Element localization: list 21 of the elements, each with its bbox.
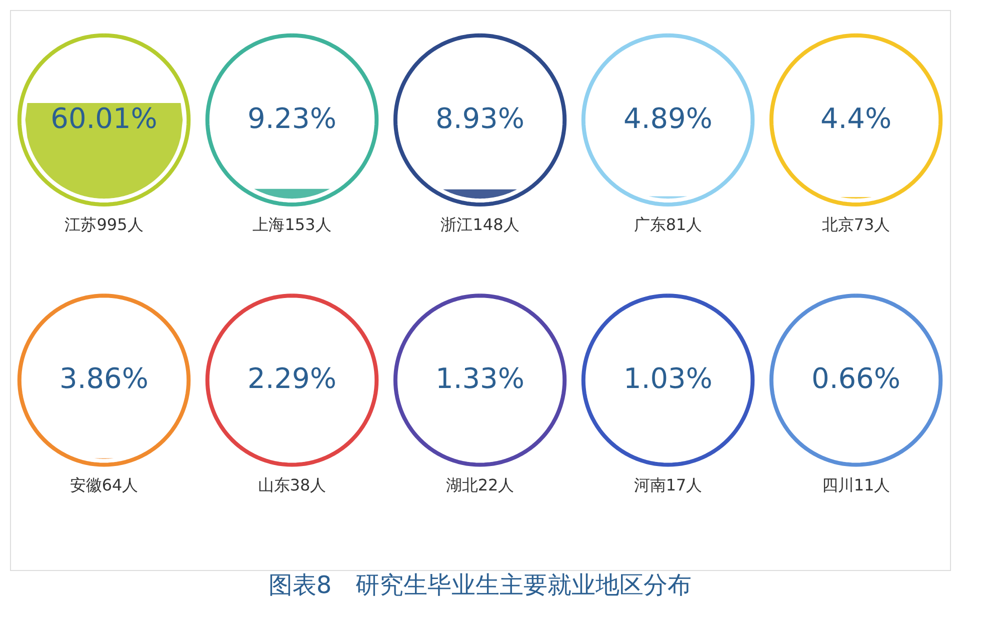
category-label: 江苏995人 <box>64 215 144 234</box>
data-label: 1.03% <box>624 362 712 396</box>
data-label: 0.66% <box>812 362 900 396</box>
data-label: 4.89% <box>624 102 712 135</box>
data-label: 3.86% <box>60 362 148 396</box>
data-label: 8.93% <box>436 102 524 135</box>
category-label: 北京73人 <box>822 215 890 234</box>
category-label: 山东38人 <box>258 475 326 494</box>
data-label: 1.33% <box>436 362 524 396</box>
data-label: 4.4% <box>820 102 892 135</box>
text: 图表8 研究生毕业生主要就业地区分布 <box>268 571 692 599</box>
category-label: 浙江148人 <box>440 215 520 234</box>
data-label: 60.01% <box>50 102 158 135</box>
category-label: 河南17人 <box>634 475 702 494</box>
category-label: 安徽64人 <box>70 475 138 494</box>
category-label: 湖北22人 <box>446 475 514 494</box>
category-label: 上海153人 <box>252 215 332 234</box>
category-label: 广东81人 <box>634 215 702 234</box>
category-label: 四川11人 <box>822 475 890 494</box>
data-label: 9.23% <box>248 102 336 135</box>
data-label: 2.29% <box>248 362 336 396</box>
